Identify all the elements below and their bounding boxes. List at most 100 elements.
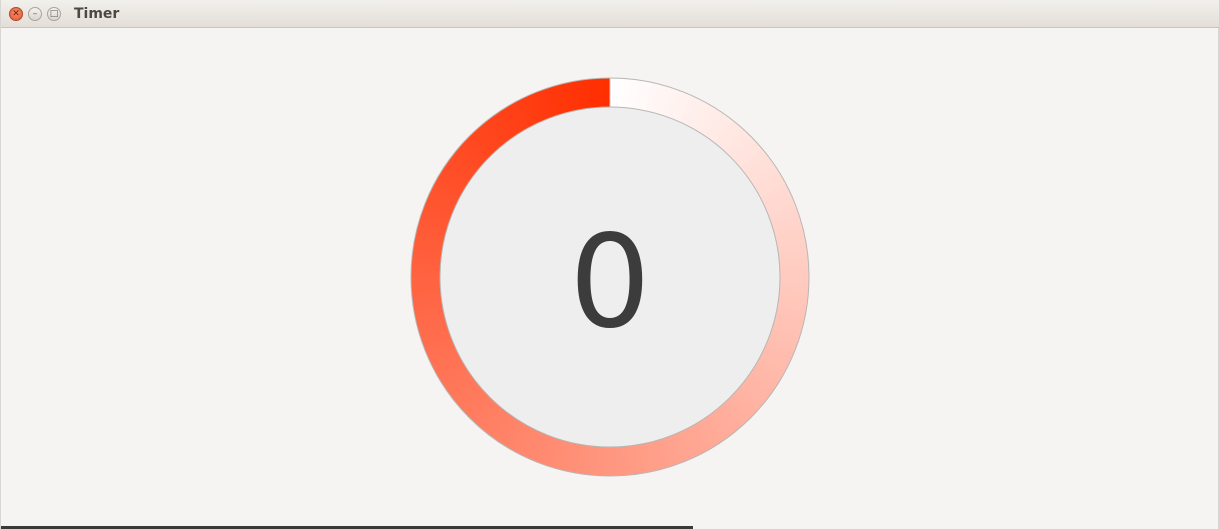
ring-segment <box>437 362 468 385</box>
ring-segment <box>723 397 751 425</box>
ring-segment <box>750 365 781 389</box>
ring-segment <box>504 421 528 451</box>
ring-segment <box>464 133 492 161</box>
ring-segment <box>424 196 455 216</box>
ring-segment <box>703 110 727 140</box>
ring-segment <box>529 432 549 463</box>
ring-segment <box>660 86 679 118</box>
ring-segment <box>742 152 771 178</box>
ring-segment <box>522 429 544 460</box>
ring-segment <box>610 78 617 108</box>
minimize-button[interactable]: – <box>28 7 42 21</box>
ring-segment <box>561 441 577 473</box>
ring-segment <box>730 136 758 164</box>
ring-segment <box>747 370 777 394</box>
ring-segment <box>431 351 462 373</box>
ring-segment <box>466 395 494 423</box>
ring-segment <box>679 428 700 459</box>
ring-segment <box>766 199 797 219</box>
ring-segment <box>427 189 458 211</box>
ring-segment <box>535 434 555 465</box>
ring-segment <box>474 124 501 153</box>
ring-segment <box>457 386 486 413</box>
ring-segment <box>487 410 513 440</box>
ring-segment <box>757 354 787 377</box>
ring-segment <box>422 202 453 222</box>
maximize-icon: □ <box>49 8 59 19</box>
ring-segment <box>665 89 685 120</box>
ring-segment <box>493 414 517 444</box>
ring-segment <box>419 208 451 227</box>
ring-segment <box>526 92 547 123</box>
ring-segment <box>455 143 484 170</box>
window-title: Timer <box>74 6 120 22</box>
ring-segment <box>705 413 730 442</box>
ring-segment <box>673 431 694 462</box>
ring-segment <box>498 417 522 448</box>
ring-segment <box>416 222 447 239</box>
ring-segment <box>692 103 716 133</box>
ring-segment <box>425 340 456 361</box>
ring-segment <box>756 175 786 198</box>
ring-segment <box>502 104 525 135</box>
ring-segment <box>510 424 533 454</box>
ring-segment <box>532 90 552 121</box>
ring-segment <box>769 327 801 346</box>
ring-segment <box>740 379 769 405</box>
maximize-button[interactable]: □ <box>47 7 61 21</box>
ring-segment <box>714 405 741 434</box>
ring-segment <box>429 183 460 205</box>
ring-segment <box>682 96 704 127</box>
ring-segment <box>743 374 773 400</box>
ring-segment <box>428 346 459 367</box>
ring-segment <box>485 116 511 145</box>
ring-segment <box>758 181 789 203</box>
close-icon: ✕ <box>12 8 20 19</box>
title-bar[interactable]: ✕ – □ Timer <box>1 0 1219 28</box>
ring-segment <box>707 114 733 144</box>
ring-segment <box>754 359 784 383</box>
ring-segment <box>738 146 767 173</box>
ring-segment <box>687 100 710 130</box>
ring-segment <box>460 138 488 166</box>
ring-segment <box>698 106 722 137</box>
ring-segment <box>520 95 541 126</box>
ring-segment <box>479 120 506 149</box>
ring-segment <box>541 436 560 468</box>
ring-segment <box>433 177 463 200</box>
ring-segment <box>445 372 474 397</box>
ring-segment <box>476 403 503 432</box>
ring-segment <box>516 427 538 458</box>
ring-segment <box>752 169 783 192</box>
ring-segment <box>721 127 749 155</box>
ring-segment <box>449 376 478 402</box>
ring-segment <box>417 215 449 233</box>
ring-segment <box>443 160 473 184</box>
progress-ring <box>411 78 809 476</box>
ring-segment <box>764 193 795 214</box>
ring-segment <box>555 440 572 471</box>
ring-segment <box>471 399 499 427</box>
ring-segment <box>469 129 497 157</box>
ring-segment <box>508 101 531 131</box>
ring-segment <box>434 356 464 379</box>
ring-segment <box>771 321 803 339</box>
ring-segment <box>436 171 466 195</box>
ring-segment <box>734 141 763 168</box>
ring-segment <box>676 94 698 125</box>
ring-segment <box>439 165 470 189</box>
ring-segment <box>654 84 672 116</box>
ring-segment <box>762 343 793 365</box>
ring-segment <box>700 416 724 446</box>
ring-segment <box>451 149 480 175</box>
close-button[interactable]: ✕ <box>9 7 23 21</box>
ring-segment <box>719 401 746 430</box>
ring-segment <box>732 388 760 416</box>
ring-segment <box>423 335 454 355</box>
ring-segment <box>765 338 796 358</box>
ring-segment <box>746 157 775 182</box>
ring-segment <box>684 425 706 456</box>
ring-segment <box>514 98 536 129</box>
